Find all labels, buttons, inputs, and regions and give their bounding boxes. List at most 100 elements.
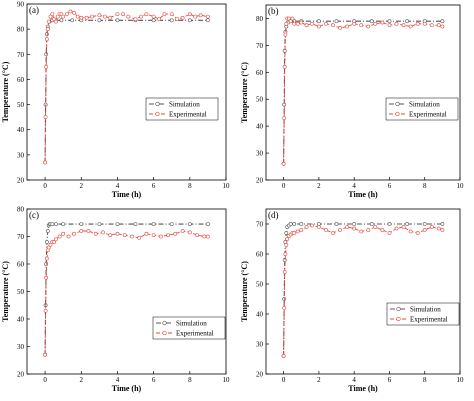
data-point [282, 258, 287, 262]
data-point [440, 19, 445, 24]
legend-label-simulation: Simulation [176, 320, 207, 328]
data-point [405, 19, 410, 24]
data-point [282, 65, 287, 69]
data-point [151, 14, 156, 19]
data-point [369, 222, 374, 226]
data-point [45, 229, 50, 233]
data-point [387, 222, 392, 226]
data-point [144, 12, 149, 17]
data-point [61, 231, 66, 236]
x-tick-label: 4 [352, 376, 356, 384]
legend-label-experimental: Experimental [169, 111, 207, 119]
data-point [133, 17, 138, 22]
plot-frame [26, 3, 227, 181]
data-point [72, 10, 76, 15]
y-tick-label: 20 [256, 177, 264, 185]
legend: Simulation Experimental [385, 97, 459, 121]
legend: Simulation Experimental [152, 316, 226, 340]
data-point [48, 14, 53, 19]
data-point [144, 231, 149, 236]
data-point [59, 12, 64, 17]
data-point [64, 12, 69, 17]
data-point [169, 18, 174, 23]
legend-label-experimental: Experimental [176, 330, 214, 338]
data-point [299, 228, 304, 232]
data-point [405, 222, 410, 226]
data-point [366, 24, 371, 29]
data-point [166, 233, 171, 238]
data-point [202, 234, 207, 239]
data-point [283, 252, 288, 256]
y-tick-label: 40 [256, 311, 264, 319]
data-point [292, 222, 297, 226]
x-tick-label: 4 [352, 182, 356, 190]
data-point [169, 222, 174, 227]
data-point [324, 21, 328, 26]
data-point [338, 228, 343, 232]
data-point [284, 243, 289, 247]
data-point [97, 18, 102, 23]
x-tick-label: 8 [423, 182, 427, 190]
data-point [394, 21, 399, 26]
data-point [324, 228, 328, 232]
series-line-experimental [283, 17, 443, 164]
data-point [415, 231, 420, 235]
data-point [57, 234, 62, 239]
data-point [436, 23, 441, 28]
data-point [44, 262, 49, 266]
data-point [205, 14, 210, 19]
data-point [387, 231, 392, 235]
data-point [187, 230, 192, 235]
data-point [43, 352, 48, 357]
data-point [334, 222, 339, 226]
data-point [54, 19, 58, 24]
data-point [115, 18, 120, 23]
data-point [70, 18, 75, 23]
y-tick-label: 30 [17, 343, 25, 351]
data-point [43, 160, 48, 165]
data-point [338, 25, 343, 30]
data-point [84, 15, 89, 20]
series-line-simulation [283, 223, 443, 357]
series-line-experimental [283, 225, 443, 357]
data-point [55, 14, 60, 19]
y-tick-label: 90 [17, 1, 25, 9]
data-point [193, 14, 198, 19]
legend-label-simulation: Simulation [410, 306, 441, 314]
data-point [97, 222, 102, 227]
y-axis-label: Temperature (°C) [240, 62, 249, 123]
data-point [126, 14, 131, 19]
data-point [352, 21, 357, 26]
legend-swatch-marker [396, 306, 401, 312]
series-line-experimental [44, 10, 208, 163]
x-axis-label: Time (h) [348, 190, 378, 199]
data-point [54, 237, 58, 242]
x-tick-label: 10 [223, 182, 231, 190]
data-point [345, 24, 350, 29]
data-point [101, 230, 105, 235]
x-tick-label: 2 [80, 182, 84, 190]
data-point [369, 19, 374, 24]
data-point [151, 222, 156, 227]
legend-swatch-marker [395, 101, 400, 107]
data-point [440, 228, 445, 232]
data-point [304, 225, 309, 229]
data-point [299, 20, 304, 25]
data-point [331, 23, 335, 28]
x-tick-label: 8 [188, 376, 192, 384]
y-tick-label: 60 [256, 69, 264, 77]
data-point [429, 225, 434, 229]
legend-swatch-marker [395, 111, 400, 117]
data-point [115, 222, 120, 227]
data-point [387, 19, 392, 24]
data-point [50, 12, 55, 17]
data-point [45, 240, 49, 244]
plot-frame [265, 208, 461, 375]
data-point [205, 234, 210, 239]
data-point [108, 15, 113, 20]
data-point [187, 222, 192, 227]
y-tick-label: 70 [256, 42, 264, 50]
legend-swatch-marker [396, 316, 401, 322]
y-tick-label: 40 [17, 316, 25, 324]
y-tick-label: 50 [256, 281, 264, 289]
